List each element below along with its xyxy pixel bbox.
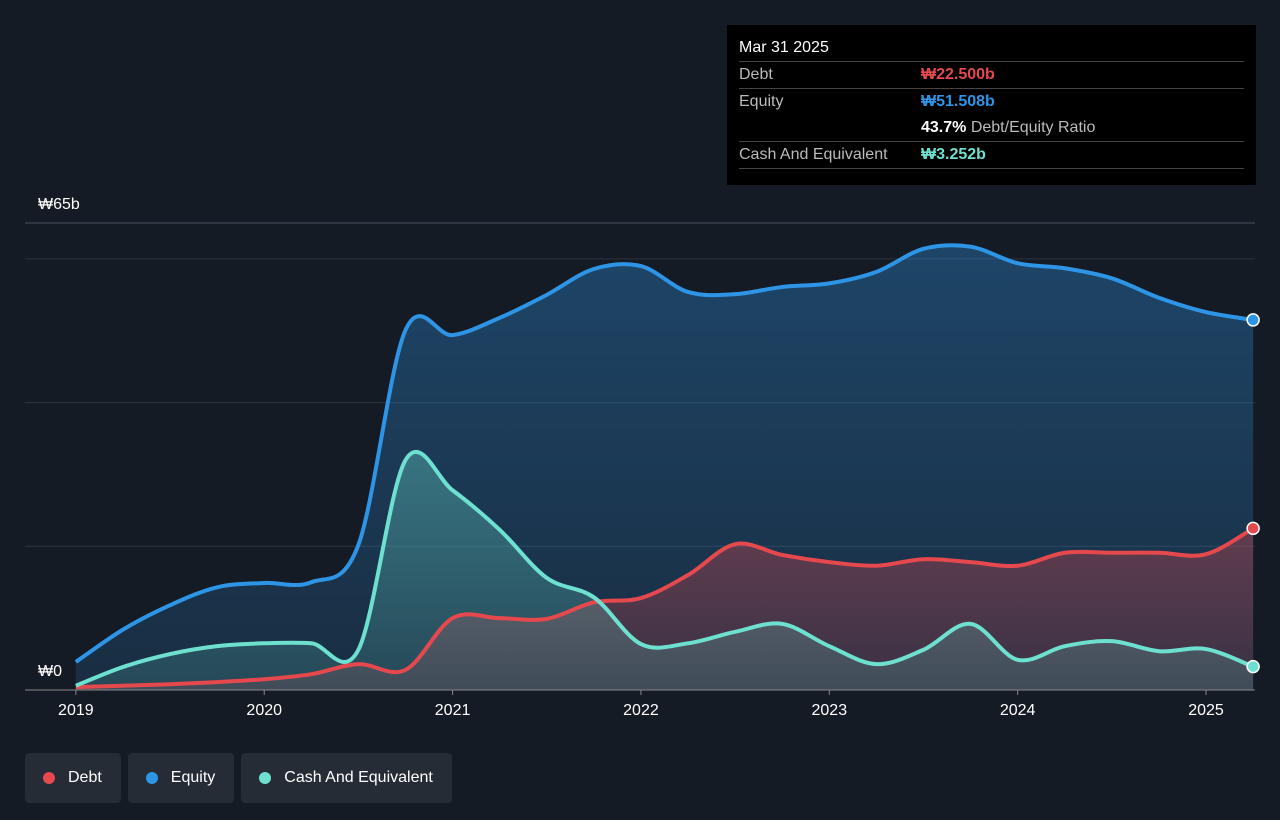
legend: Debt Equity Cash And Equivalent <box>25 753 452 803</box>
x-tick-label: 2025 <box>1188 702 1224 719</box>
legend-dot <box>145 772 158 784</box>
end-dot <box>1246 521 1260 536</box>
x-tick-label: 2020 <box>246 702 282 719</box>
legend-item[interactable]: Cash And Equivalent <box>241 753 452 803</box>
tooltip-row: Cash And Equivalent ₩3.252b <box>739 141 1244 169</box>
end-dot <box>1246 659 1260 674</box>
legend-item[interactable]: Equity <box>127 753 235 803</box>
tooltip-date: Mar 31 2025 <box>739 39 829 56</box>
tooltip-label: Debt <box>739 66 773 83</box>
line <box>75 526 1255 690</box>
legend-item[interactable]: Debt <box>25 753 121 803</box>
tooltip-row: 43.7% Debt/Equity Ratio <box>739 115 1244 141</box>
legend-label: Cash And Equivalent <box>284 769 433 786</box>
line <box>75 449 1254 688</box>
area <box>75 451 1254 690</box>
y-tick-label: ₩65b <box>38 196 80 213</box>
tooltip-label: Equity <box>739 93 784 110</box>
tooltip-value: ₩22.500b <box>921 66 995 83</box>
end-dot <box>1246 313 1260 327</box>
legend-label: Debt <box>68 769 102 786</box>
tooltip-row: Debt ₩22.500b <box>739 61 1244 88</box>
legend-label: Equity <box>170 769 216 786</box>
tooltip-value: ₩51.508b <box>921 93 995 110</box>
y-tick-label: ₩0 <box>38 663 62 680</box>
ratio-value: 43.7% <box>921 119 967 136</box>
x-tick-label: 2023 <box>812 702 848 719</box>
tooltip-row: Equity ₩51.508b <box>739 88 1244 115</box>
tooltip-value: ₩3.252b <box>921 146 986 163</box>
legend-dot <box>43 772 55 784</box>
line <box>74 243 1254 664</box>
x-tick-label: 2022 <box>623 702 659 719</box>
tooltip-label: Cash And Equivalent <box>739 146 888 163</box>
x-tick-label: 2021 <box>435 702 471 719</box>
x-tick-label: 2024 <box>1000 702 1036 719</box>
tooltip: Mar 31 2025 Debt ₩22.500b Equity ₩51.508b … <box>727 25 1256 185</box>
ratio-label: Debt/Equity Ratio <box>970 119 1096 136</box>
x-tick-label: 2019 <box>58 702 94 719</box>
legend-dot <box>259 772 272 784</box>
